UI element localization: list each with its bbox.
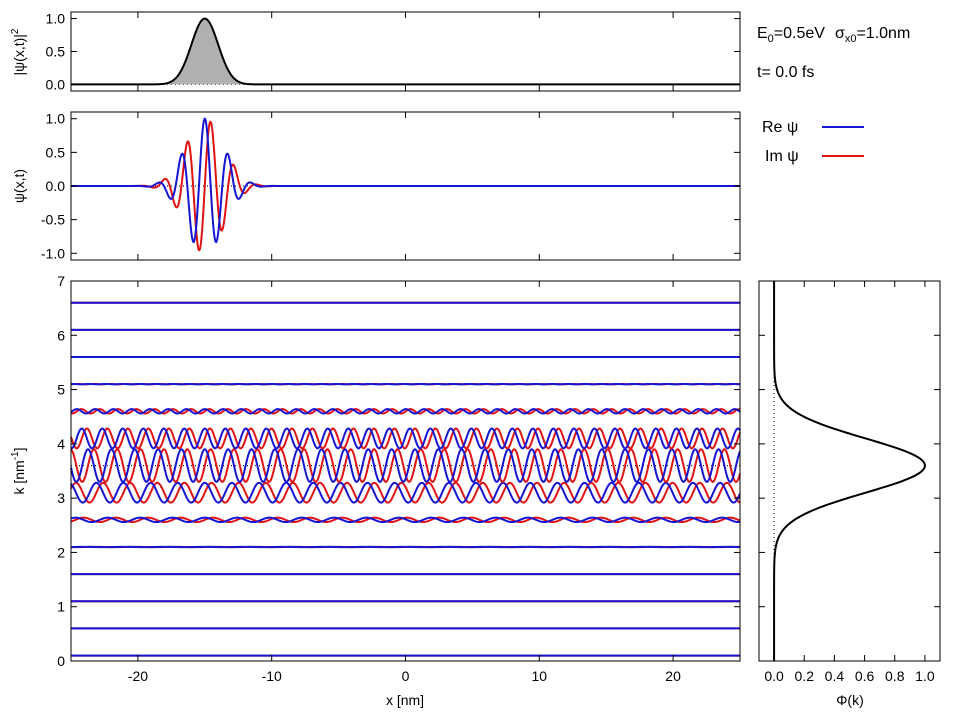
y-tick-label: 5: [57, 382, 65, 398]
parameters-info: E0=0.5eV σx0=1.0nm t= 0.0 fs: [757, 25, 910, 81]
legend-re-label: Re ψ: [762, 119, 798, 136]
x-tick-label: 1.0: [915, 668, 935, 684]
density-y-ticks: 0.0 0.5 1.0: [46, 11, 740, 92]
k-components-panel: 0 1 2 3 4 5 6 7 -20 -10 0 10 20 x [nm] k [nm-1]: [10, 273, 741, 708]
wavefunction-plot-area: [71, 117, 740, 252]
x-tick-label: 0.6: [855, 668, 875, 684]
k-components-plot-area: [70, 301, 741, 657]
k-components-y-ticks: 0 1 2 3 4 5 6 7: [57, 273, 740, 669]
x-tick-label: 0.4: [825, 668, 845, 684]
density-plot-area: [71, 17, 740, 86]
x-tick-label: -10: [262, 668, 282, 684]
y-tick-label: 4: [57, 436, 65, 452]
k-component-im-curve: [70, 427, 741, 450]
y-tick-label: 7: [57, 273, 65, 289]
momentum-x-ticks: 0.0 0.2 0.4 0.6 0.8 1.0: [759, 280, 940, 684]
x-tick-label: -20: [128, 668, 148, 684]
k-component-re-curve: [70, 448, 741, 483]
re-psi-curve: [71, 117, 740, 244]
momentum-xlabel: Φ(k): [836, 692, 864, 708]
density-fill: [71, 18, 740, 85]
momentum-plot-area: [773, 281, 926, 661]
time-text: t= 0.0 fs: [757, 64, 814, 81]
y-tick-label: 1: [57, 599, 65, 615]
legend-im-label: Im ψ: [765, 148, 799, 165]
wavefunction-ylabel: ψ(x,t): [11, 169, 27, 203]
legend: Re ψ Im ψ: [762, 119, 864, 165]
k-component-re-curve: [70, 427, 741, 450]
x-tick-label: 0.8: [885, 668, 905, 684]
y-tick-label: 3: [57, 490, 65, 506]
k-component-re-curve: [70, 408, 741, 415]
y-tick-label: 0.0: [46, 178, 66, 194]
k-component-re-curve: [70, 481, 741, 504]
wavefunction-panel: -1.0 -0.5 0.0 0.5 1.0 ψ(x,t): [11, 111, 741, 261]
phi-curve: [773, 281, 926, 661]
wavefunction-y-ticks: -1.0 -0.5 0.0 0.5 1.0: [41, 111, 740, 261]
y-tick-label: 1.0: [46, 11, 66, 27]
density-curve: [71, 17, 740, 86]
x-tick-label: 0.0: [764, 668, 784, 684]
energy-text: E0=0.5eV σx0=1.0nm: [757, 25, 910, 45]
y-tick-label: -0.5: [41, 212, 65, 228]
momentum-panel: 0.0 0.2 0.4 0.6 0.8 1.0 Φ(k): [758, 280, 941, 708]
x-tick-label: 20: [665, 668, 681, 684]
y-tick-label: 0.5: [46, 44, 66, 60]
y-tick-label: 0: [57, 653, 65, 669]
y-tick-label: -1.0: [41, 245, 65, 261]
k-components-xlabel: x [nm]: [386, 692, 424, 708]
density-ylabel: |ψ(x,t)|2: [10, 28, 27, 75]
y-tick-label: 1.0: [46, 111, 66, 127]
x-tick-label: 10: [532, 668, 548, 684]
y-tick-label: 0.5: [46, 144, 66, 160]
density-panel: 0.0 0.5 1.0 |ψ(x,t)|2: [10, 11, 741, 92]
k-component-re-curve: [70, 516, 741, 524]
k-components-ylabel: k [nm-1]: [10, 447, 27, 494]
density-frame: [70, 11, 741, 92]
y-tick-label: 0.0: [46, 76, 66, 92]
k-components-x-ticks: -20 -10 0 10 20: [128, 281, 681, 684]
y-tick-label: 2: [57, 544, 65, 560]
y-tick-label: 6: [57, 327, 65, 343]
x-tick-label: 0: [402, 668, 410, 684]
momentum-frame: [758, 280, 941, 662]
x-tick-label: 0.2: [795, 668, 815, 684]
